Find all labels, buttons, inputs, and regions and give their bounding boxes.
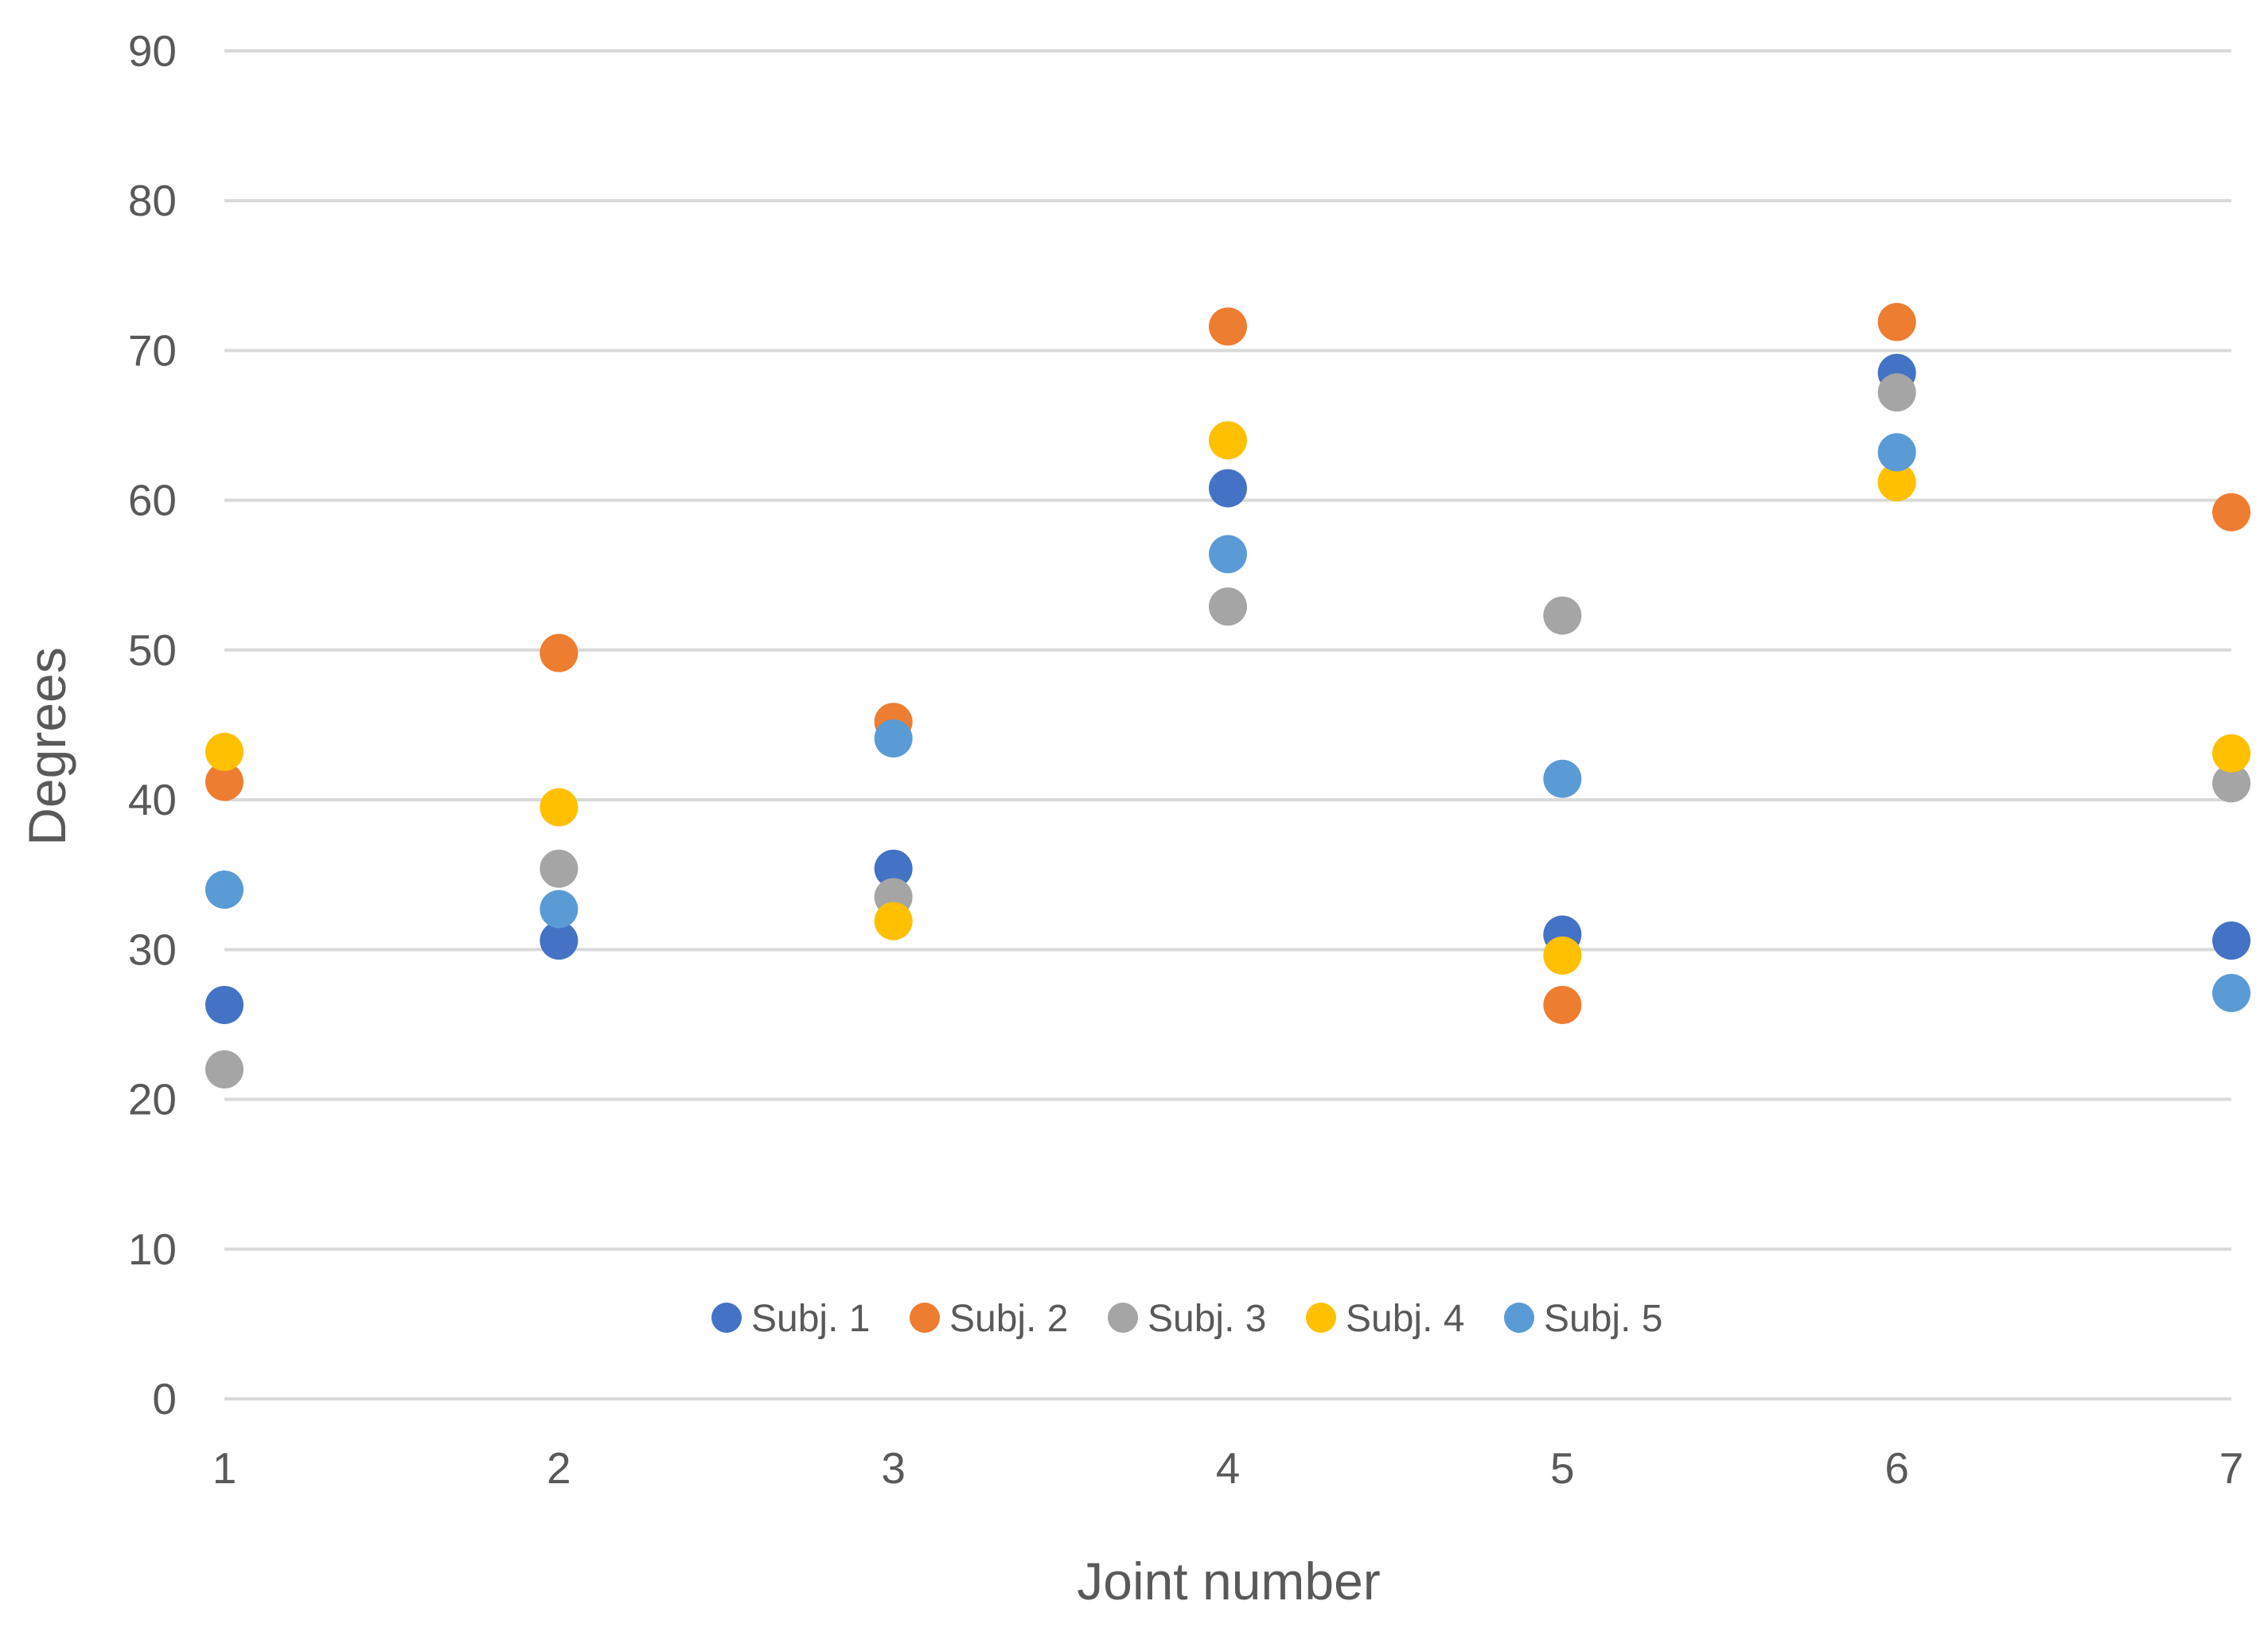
- legend-label: Subj. 4: [1346, 1298, 1464, 1340]
- y-tick-label: 0: [152, 1374, 177, 1424]
- legend-marker: [1108, 1303, 1138, 1333]
- data-point-subj-3-joint-5: [1543, 596, 1582, 635]
- y-tick-label: 90: [128, 26, 177, 76]
- legend-label: Subj. 1: [751, 1298, 870, 1340]
- y-tick-label: 10: [128, 1225, 177, 1274]
- data-point-subj-3-joint-4: [1209, 587, 1247, 626]
- y-tick-label: 20: [128, 1075, 177, 1124]
- data-point-subj-5-joint-6: [1877, 433, 1916, 472]
- legend-marker: [1306, 1303, 1336, 1333]
- data-point-subj-2-joint-6: [1877, 302, 1916, 341]
- x-axis-title: Joint number: [1077, 1552, 1381, 1611]
- x-tick-label: 4: [1216, 1443, 1241, 1493]
- y-tick-label: 80: [128, 176, 177, 225]
- data-point-subj-2-joint-7: [2212, 493, 2250, 532]
- legend-label: Subj. 3: [1148, 1298, 1266, 1340]
- x-tick-label: 5: [1550, 1443, 1575, 1493]
- data-point-subj-1-joint-2: [540, 921, 579, 960]
- legend-marker: [910, 1303, 940, 1333]
- data-point-subj-3-joint-1: [205, 1050, 244, 1089]
- data-point-subj-2-joint-2: [540, 633, 579, 672]
- data-point-subj-2-joint-4: [1209, 307, 1247, 346]
- x-tick-label: 2: [547, 1443, 571, 1493]
- data-point-subj-4-joint-4: [1209, 421, 1247, 460]
- gridlines: [224, 49, 2231, 1400]
- y-axis-title: Degrees: [18, 647, 76, 845]
- x-tick-label: 7: [2219, 1443, 2244, 1493]
- y-axis-tick-labels: 0 10 20 30 40 50 60 70 80 90: [128, 26, 177, 1424]
- legend-marker: [1504, 1303, 1534, 1333]
- x-tick-label: 6: [1884, 1443, 1909, 1493]
- data-point-subj-2-joint-1: [205, 762, 244, 801]
- legend-marker: [711, 1303, 742, 1333]
- data-point-subj-3-joint-2: [540, 849, 579, 888]
- data-point-subj-5-joint-4: [1209, 535, 1247, 574]
- data-point-subj-1-joint-4: [1209, 469, 1247, 508]
- data-point-subj-5-joint-1: [205, 871, 244, 910]
- legend-label: Subj. 2: [949, 1298, 1068, 1340]
- data-point-subj-2-joint-5: [1543, 985, 1582, 1024]
- data-point-subj-4-joint-5: [1543, 936, 1582, 975]
- data-point-subj-4-joint-7: [2212, 734, 2250, 773]
- data-point-subj-5-joint-7: [2212, 973, 2250, 1012]
- x-tick-label: 1: [212, 1443, 237, 1493]
- y-tick-label: 30: [128, 925, 177, 974]
- y-tick-label: 40: [128, 775, 177, 824]
- x-axis-tick-labels: 1 2 3 4 5 6 7: [212, 1443, 2244, 1493]
- legend: Subj. 1 Subj. 2 Subj. 3 Subj. 4 Subj. 5: [711, 1298, 1662, 1340]
- data-point-subj-4-joint-2: [540, 788, 579, 827]
- x-tick-label: 3: [881, 1443, 906, 1493]
- legend-label: Subj. 5: [1544, 1298, 1662, 1340]
- data-point-subj-5-joint-2: [540, 890, 579, 929]
- data-point-subj-4-joint-1: [205, 732, 244, 771]
- y-tick-label: 60: [128, 476, 177, 525]
- data-point-subj-5-joint-3: [874, 719, 913, 758]
- data-point-subj-1-joint-3: [874, 849, 913, 888]
- y-tick-label: 70: [128, 325, 177, 375]
- data-point-subj-3-joint-6: [1877, 373, 1916, 412]
- data-point-subj-1-joint-1: [205, 985, 244, 1024]
- data-point-subj-4-joint-6: [1877, 463, 1916, 502]
- y-tick-label: 50: [128, 625, 177, 675]
- data-point-subj-4-joint-3: [874, 902, 913, 941]
- data-points: [205, 302, 2250, 1089]
- data-point-subj-5-joint-5: [1543, 759, 1582, 798]
- data-point-subj-3-joint-7: [2212, 764, 2250, 803]
- data-point-subj-1-joint-7: [2212, 921, 2250, 960]
